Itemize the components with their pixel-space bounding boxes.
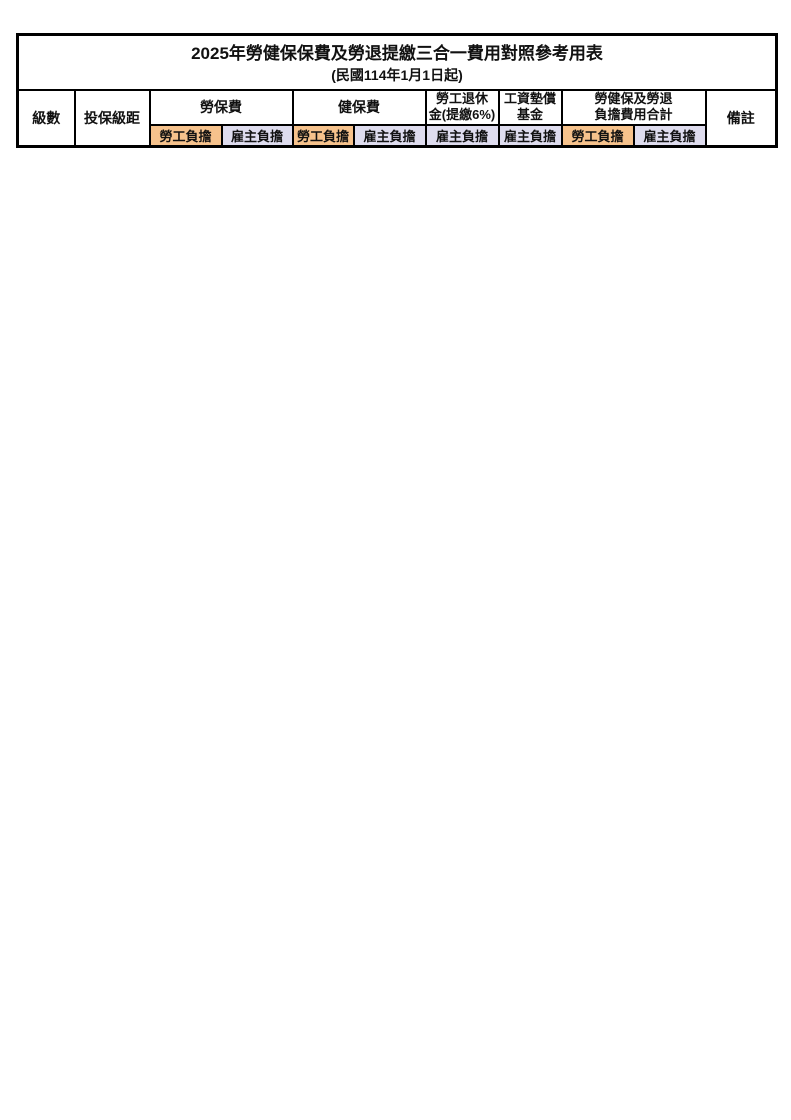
premium-reference-sheet: 2025年勞健保保費及勞退提繳三合一費用對照參考用表 (民國114年1月1日起)… — [16, 33, 778, 148]
col-header-level: 級數 — [16, 89, 76, 147]
subheader-wage-employer: 雇主負擔 — [497, 123, 563, 147]
col-header-bracket: 投保級距 — [73, 89, 151, 147]
subheader-labor-employee: 勞工負擔 — [148, 123, 223, 147]
col-header-pension: 勞工退休 金(提繳6%) — [424, 89, 500, 126]
subheader-total-employee: 勞工負擔 — [560, 123, 635, 147]
page-subtitle: (民國114年1月1日起) — [331, 67, 463, 84]
subheader-health-employee: 勞工負擔 — [291, 123, 355, 147]
col-header-wage-fund: 工資墊償 基金 — [497, 89, 563, 126]
subheader-health-employer: 雇主負擔 — [352, 123, 427, 147]
col-header-health-insurance: 健保費 — [291, 89, 427, 126]
col-header-total: 勞健保及勞退 負擔費用合計 — [560, 89, 707, 126]
col-header-remarks: 備註 — [704, 89, 778, 147]
page-title: 2025年勞健保保費及勞退提繳三合一費用對照參考用表 — [191, 43, 603, 63]
subheader-pension-employer: 雇主負擔 — [424, 123, 500, 147]
col-header-labor-insurance: 勞保費 — [148, 89, 294, 126]
table-title-block: 2025年勞健保保費及勞退提繳三合一費用對照參考用表 (民國114年1月1日起) — [16, 33, 778, 91]
subheader-labor-employer: 雇主負擔 — [220, 123, 294, 147]
premium-reference-table: 2025年勞健保保費及勞退提繳三合一費用對照參考用表 (民國114年1月1日起)… — [16, 33, 778, 148]
subheader-total-employer: 雇主負擔 — [632, 123, 707, 147]
